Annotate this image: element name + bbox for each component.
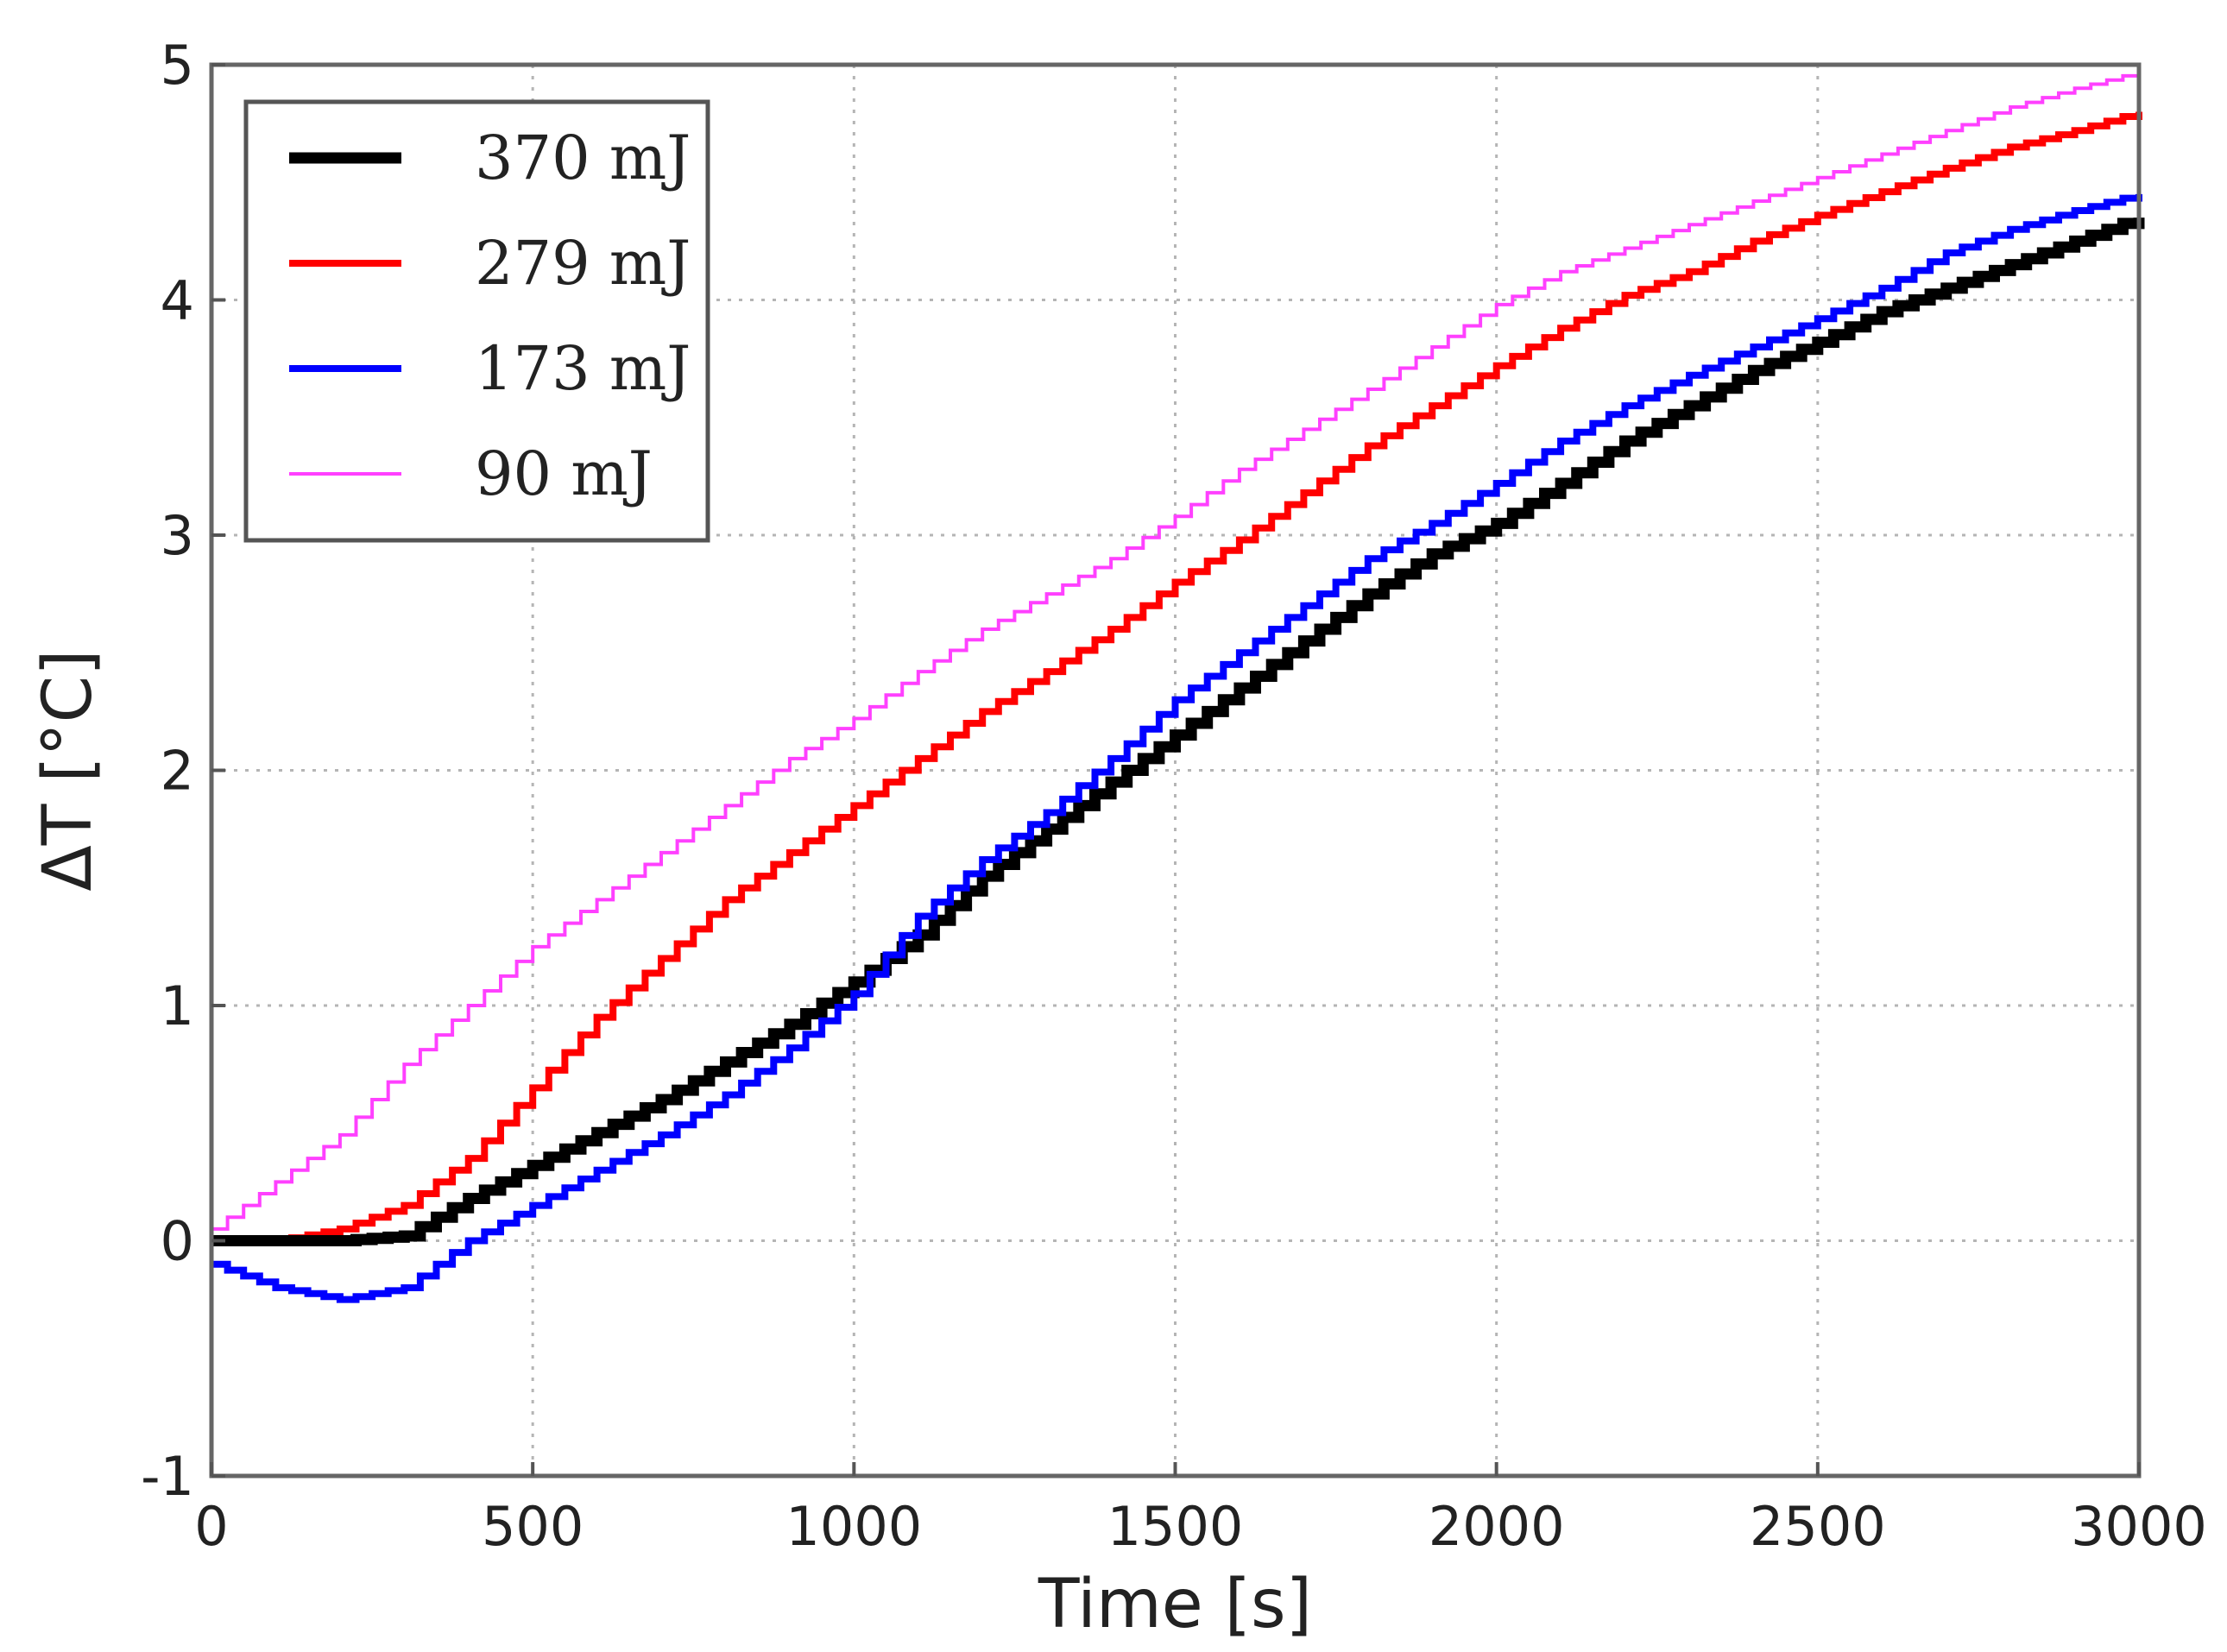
legend-label: 279 mJ: [475, 228, 691, 299]
legend-box: [243, 99, 710, 543]
legend: 370 mJ 279 mJ 173 mJ 90 mJ: [243, 99, 710, 543]
x-tick-label: 2000: [1429, 1495, 1565, 1558]
series-line-90-mj: [211, 72, 2141, 1231]
y-axis-title: ΔT [°C]: [29, 649, 107, 891]
series-layer: [211, 72, 2145, 1303]
legend-label: 370 mJ: [475, 123, 691, 193]
y-tick-label: 0: [161, 1210, 194, 1273]
series-line-370-mj: [211, 218, 2145, 1246]
x-tick-label: 500: [482, 1495, 584, 1558]
x-tick-label: 0: [194, 1495, 228, 1558]
x-tick-label: 1000: [785, 1495, 922, 1558]
x-axis-title: Time [s]: [1038, 1566, 1312, 1643]
y-tick-label: 3: [161, 504, 194, 567]
x-tick-label: 3000: [2071, 1495, 2207, 1558]
y-tick-label: -1: [141, 1445, 194, 1508]
series-line-279-mj: [211, 111, 2142, 1245]
x-tick-label: 1500: [1107, 1495, 1244, 1558]
y-tick-label: 1: [161, 974, 194, 1037]
series-line-173-mj: [211, 193, 2142, 1303]
y-tick-label: 5: [161, 34, 194, 97]
legend-label: 90 mJ: [475, 438, 653, 509]
x-tick-label: 2500: [1750, 1495, 1886, 1558]
y-tick-label: 4: [161, 269, 194, 332]
legend-label: 173 mJ: [475, 333, 691, 404]
y-tick-label: 2: [161, 740, 194, 803]
